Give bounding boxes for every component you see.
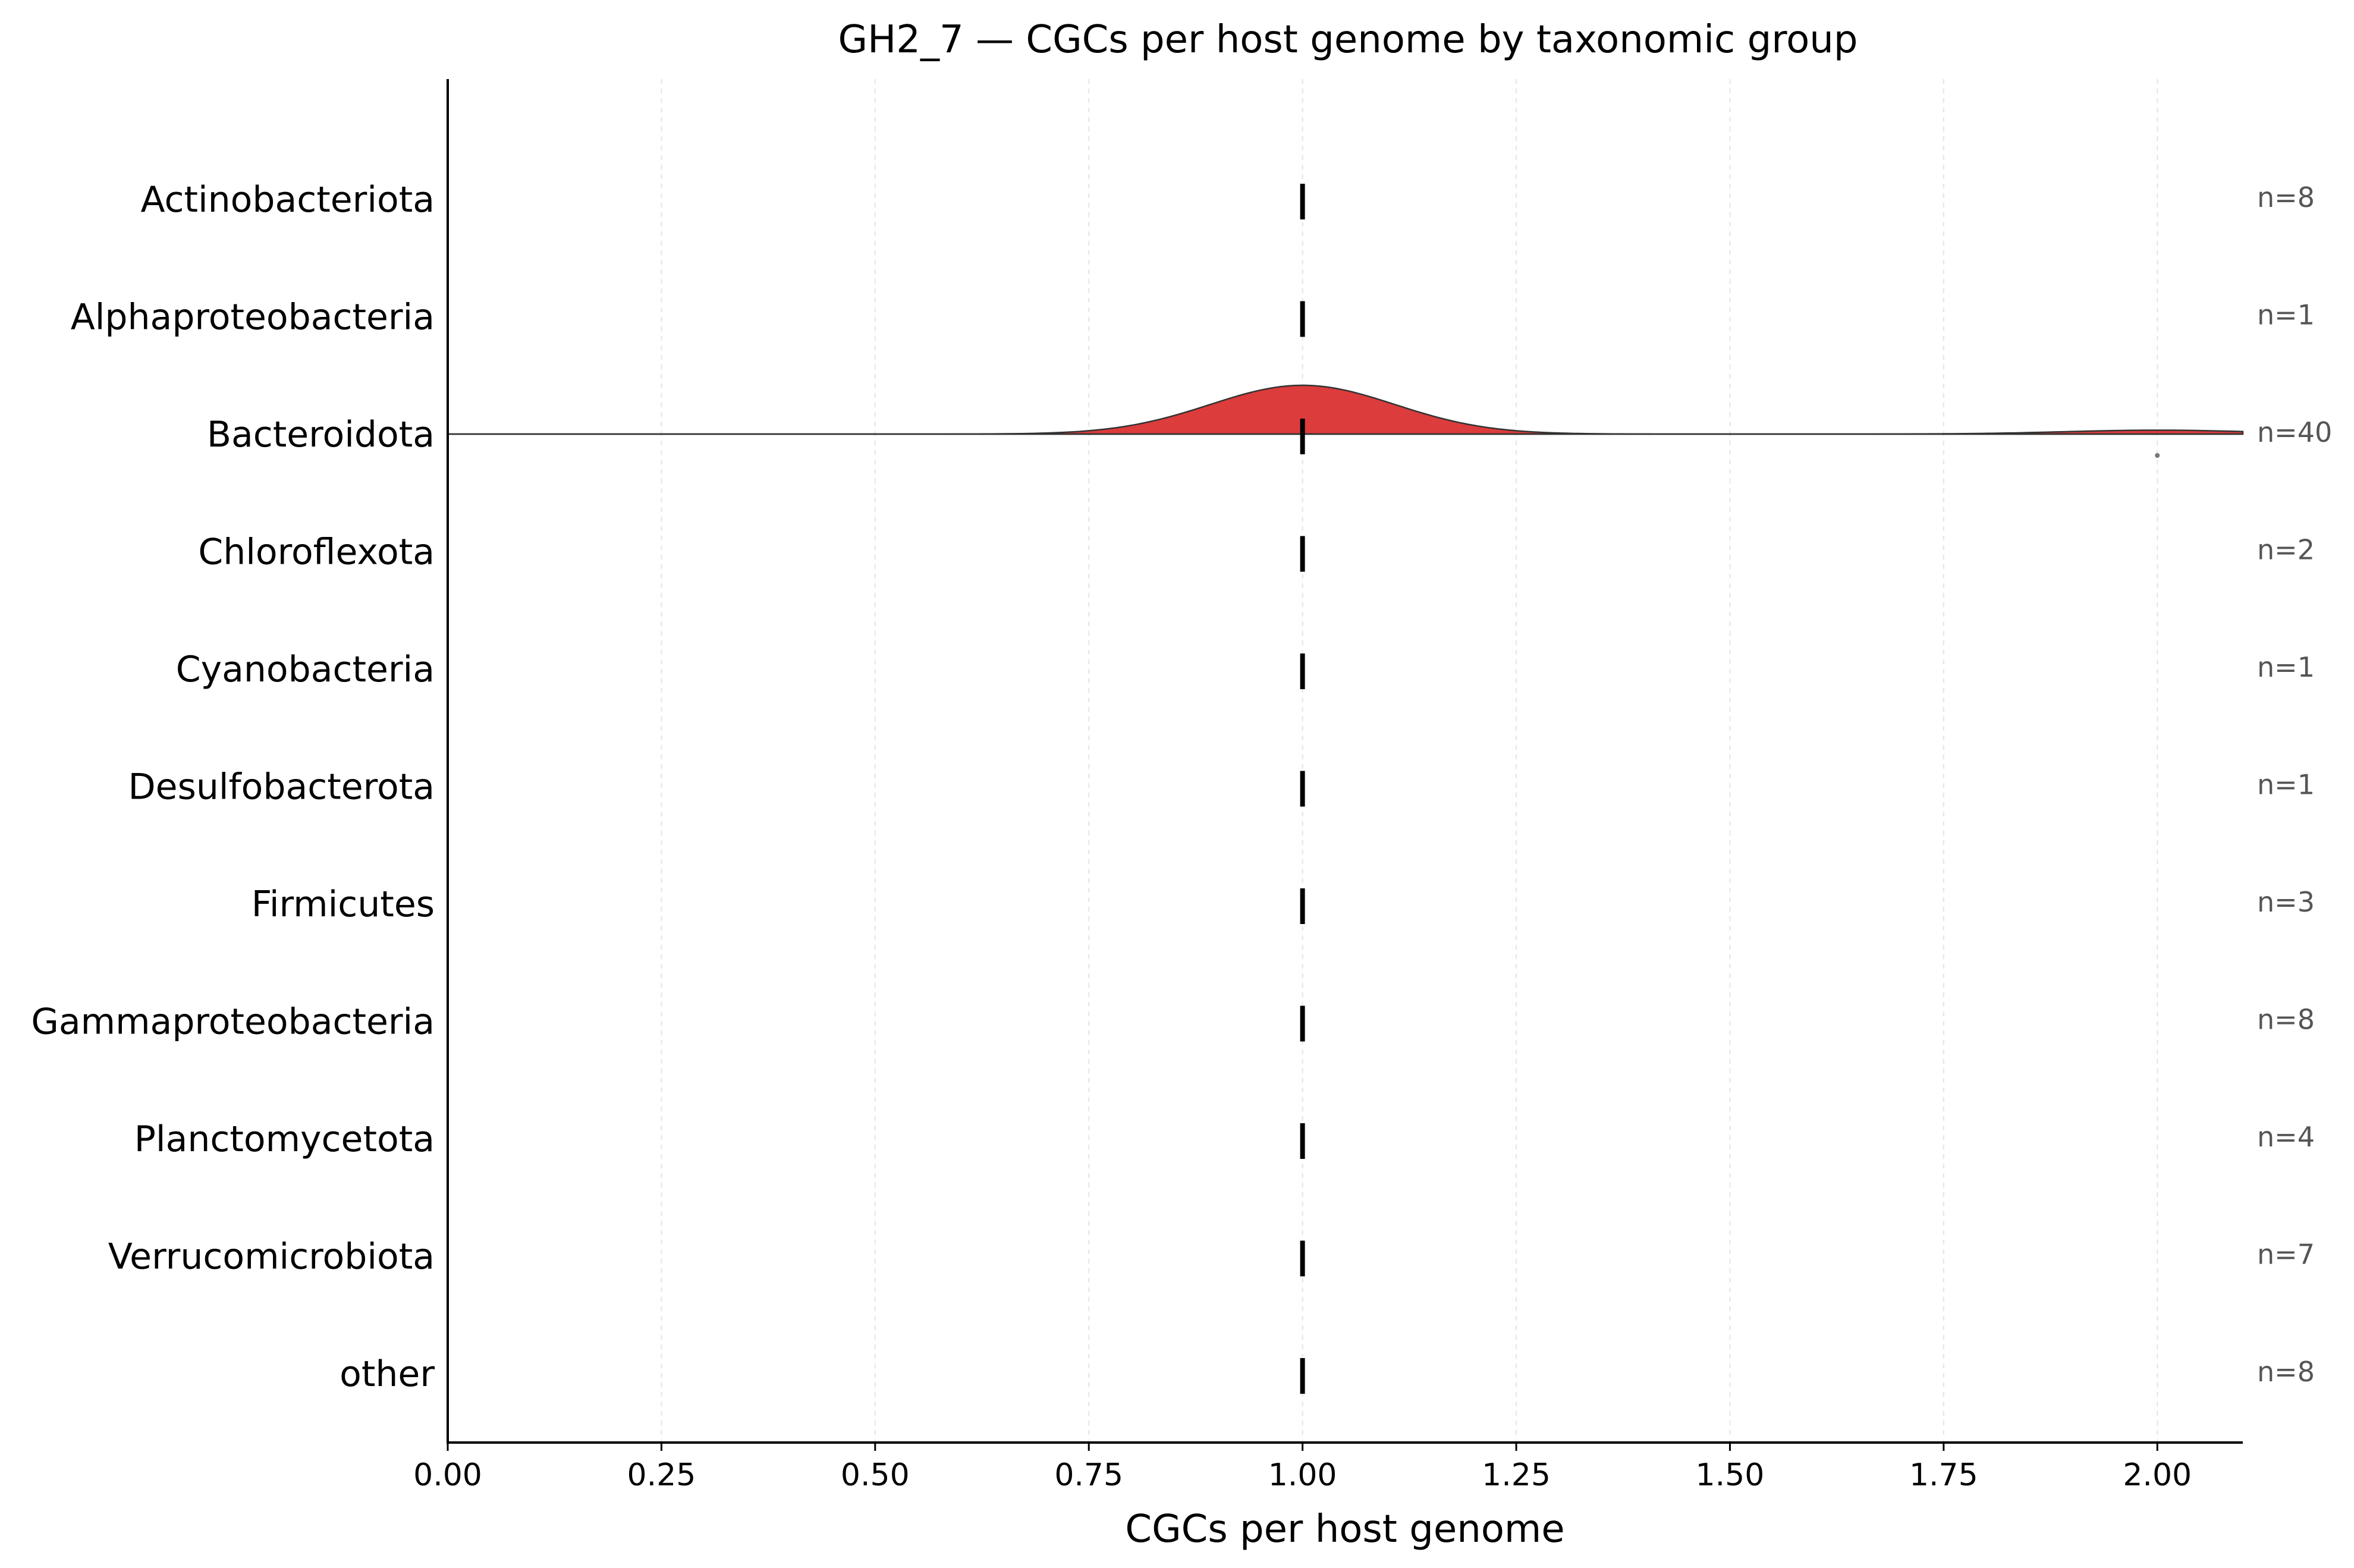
y-label-alphaproteobacteria: Alphaproteobacteria bbox=[71, 297, 435, 338]
x-tick-label: 0.25 bbox=[627, 1457, 696, 1493]
n-label-actinobacteriota: n=8 bbox=[2257, 181, 2315, 213]
grid-lines bbox=[661, 79, 2158, 1443]
y-label-verrucomicrobiota: Verrucomicrobiota bbox=[108, 1236, 435, 1278]
n-label-planctomycetota: n=4 bbox=[2257, 1121, 2315, 1153]
chart-title: GH2_7 — CGCs per host genome by taxonomi… bbox=[838, 18, 1858, 62]
y-label-other: other bbox=[340, 1353, 435, 1395]
n-labels: n=8 n=1 n=40 n=2 n=1 n=1 n=3 n=8 n=4 n=7 n=8 bbox=[2257, 181, 2332, 1388]
x-tick-label: 1.50 bbox=[1696, 1457, 1765, 1493]
x-axis-label: CGCs per host genome bbox=[1125, 1507, 1564, 1551]
x-tick-label: 1.25 bbox=[1482, 1457, 1551, 1493]
n-label-chloroflexota: n=2 bbox=[2257, 534, 2315, 566]
n-label-bacteroidota: n=40 bbox=[2257, 416, 2332, 448]
n-label-desulfobacterota: n=1 bbox=[2257, 769, 2315, 801]
y-label-chloroflexota: Chloroflexota bbox=[198, 532, 435, 573]
n-label-gammaproteobacteria: n=8 bbox=[2257, 1004, 2315, 1036]
x-tick-label: 0.00 bbox=[413, 1457, 482, 1493]
density-layer bbox=[448, 384, 2244, 458]
x-tick-label: 1.75 bbox=[1909, 1457, 1978, 1493]
y-label-cyanobacteria: Cyanobacteria bbox=[176, 649, 435, 690]
n-label-verrucomicrobiota: n=7 bbox=[2257, 1239, 2315, 1271]
x-tick-label: 0.50 bbox=[841, 1457, 910, 1493]
x-tick-label: 1.00 bbox=[1268, 1457, 1337, 1493]
y-label-desulfobacterota: Desulfobacterota bbox=[128, 766, 435, 808]
n-label-alphaproteobacteria: n=1 bbox=[2257, 299, 2315, 331]
y-label-actinobacteriota: Actinobacteriota bbox=[140, 179, 435, 221]
y-label-gammaproteobacteria: Gammaproteobacteria bbox=[31, 1001, 435, 1043]
n-label-firmicutes: n=3 bbox=[2257, 886, 2315, 918]
outlier-point bbox=[2155, 453, 2160, 458]
y-label-firmicutes: Firmicutes bbox=[252, 884, 435, 925]
n-label-other: n=8 bbox=[2257, 1356, 2315, 1388]
axes bbox=[447, 79, 2243, 1444]
y-label-planctomycetota: Planctomycetota bbox=[134, 1118, 435, 1160]
x-tick-label: 0.75 bbox=[1054, 1457, 1123, 1493]
density-bacteroidota bbox=[448, 384, 2244, 435]
x-tick-label: 2.00 bbox=[2123, 1457, 2192, 1493]
y-tick-labels: Actinobacteriota Alphaproteobacteria Bacte… bbox=[31, 179, 435, 1395]
x-ticks: 0.00 0.25 0.50 0.75 1.00 1.25 1.50 1.75 2.00 bbox=[413, 1443, 2192, 1493]
n-label-cyanobacteria: n=1 bbox=[2257, 651, 2315, 683]
y-label-bacteroidota: Bacteroidota bbox=[207, 414, 435, 455]
